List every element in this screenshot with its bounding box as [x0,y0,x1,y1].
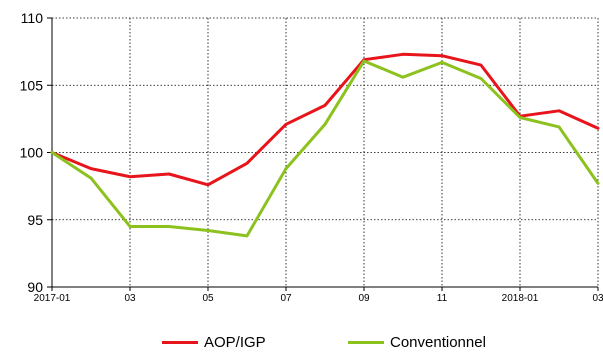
data-point-0-1 [89,167,93,170]
data-point-1-9 [401,75,405,79]
x-tick-label: 2018-01 [502,293,539,304]
legend: AOP/IGP Conventionnel [0,334,603,354]
data-point-0-4 [206,183,210,186]
data-point-1-14 [596,182,600,185]
series-lines [50,52,600,238]
legend-label-aop-igp: AOP/IGP [204,334,266,351]
data-point-0-9 [401,53,405,56]
y-tick-label: 110 [21,10,44,26]
data-point-1-0 [50,151,54,154]
data-point-1-8 [362,59,366,63]
y-tick-label: 100 [20,145,44,161]
data-point-1-6 [284,167,288,170]
data-point-0-7 [323,104,327,107]
legend-item-aop-igp: AOP/IGP [162,334,266,351]
grid [47,17,599,291]
x-tick-label: 07 [280,293,292,304]
x-tick-label: 09 [358,293,370,304]
data-point-1-1 [89,176,93,180]
legend-swatch-conventionnel [348,341,384,344]
data-point-1-13 [557,125,561,129]
data-point-0-11 [479,63,483,67]
data-point-1-10 [440,61,444,64]
legend-item-conventionnel: Conventionnel [348,334,486,351]
data-point-1-4 [206,229,210,232]
data-point-0-2 [128,175,132,178]
data-point-0-10 [440,54,444,57]
x-tick-label: 03 [592,293,603,304]
x-tick-label: 03 [124,293,136,304]
data-point-0-6 [284,123,288,126]
data-point-0-13 [557,109,561,113]
y-tick-label: 95 [27,212,43,228]
data-point-1-12 [518,116,522,119]
data-point-0-5 [245,162,249,165]
y-axis-ticks: 90 95 100 105 110 [20,10,44,295]
data-point-1-3 [167,225,171,228]
data-point-1-11 [479,77,483,80]
data-point-0-3 [167,172,171,176]
legend-label-conventionnel: Conventionnel [390,334,486,351]
x-tick-label: 11 [437,293,448,304]
y-tick-label: 90 [27,279,43,295]
x-axis-ticks: 2017-01 03 05 07 09 11 2018-01 03 [34,293,603,304]
data-point-1-2 [128,225,132,228]
x-tick-label: 2017-01 [34,293,71,304]
data-point-1-5 [245,234,249,238]
y-tick-label: 105 [20,77,44,93]
data-point-0-14 [596,127,600,130]
x-tick-label: 05 [202,293,214,304]
data-point-1-7 [323,123,327,126]
series-line-0 [50,52,600,187]
legend-swatch-aop-igp [162,341,198,344]
series-line-1 [50,59,600,238]
